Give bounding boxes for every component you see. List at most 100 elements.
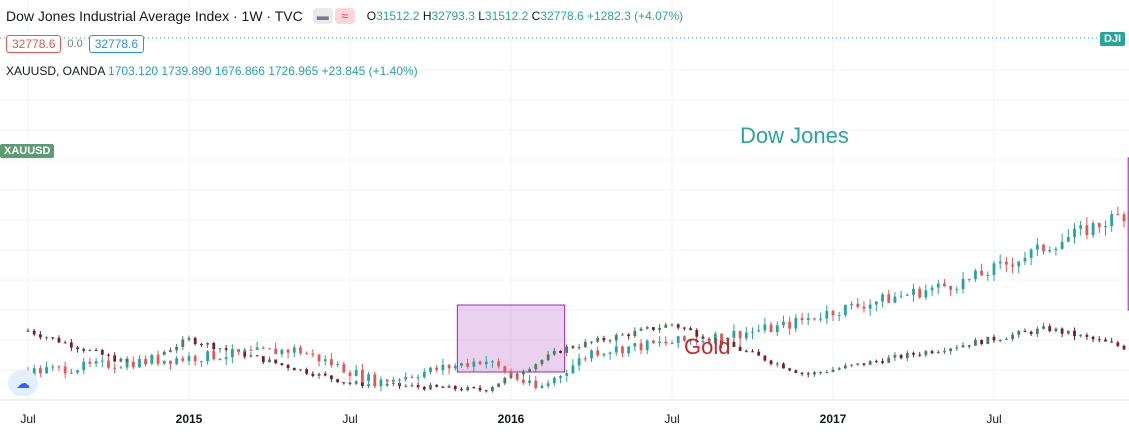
- gold-candle: [225, 345, 228, 352]
- gold-candle: [250, 352, 253, 357]
- gold-candle: [565, 344, 568, 356]
- gold-candle: [200, 343, 203, 347]
- open-label: O: [367, 9, 376, 23]
- dow-candle: [132, 356, 135, 369]
- gold-candle: [999, 339, 1002, 342]
- dow-candle: [367, 372, 370, 387]
- gold-candle: [658, 324, 661, 333]
- dow-candle: [95, 358, 98, 367]
- gold-candle: [875, 360, 878, 364]
- dow-candle: [318, 354, 321, 366]
- gold-candle: [70, 339, 73, 351]
- dow-candle: [330, 353, 333, 367]
- dow-candle: [268, 348, 271, 349]
- dow-candle: [937, 280, 940, 294]
- dow-candle: [887, 290, 890, 303]
- gold-candle: [349, 382, 352, 386]
- dow-candle: [119, 366, 122, 369]
- dow-candle: [621, 345, 624, 357]
- dow-candle: [869, 299, 872, 316]
- gold-candle: [293, 367, 296, 370]
- dow-candle: [1085, 217, 1088, 239]
- xauusd-scale-tag: XAUUSD: [0, 144, 54, 158]
- gold-candle: [101, 349, 104, 355]
- gold-candle: [441, 386, 444, 388]
- gold-candle: [274, 359, 277, 364]
- dow-candle: [763, 318, 766, 333]
- gold-candle: [894, 352, 897, 361]
- dow-candle: [1030, 248, 1033, 265]
- gold-candle: [664, 323, 667, 328]
- dow-candle: [311, 349, 314, 357]
- wave-icon[interactable]: ≈: [335, 8, 355, 24]
- dow-candle: [169, 360, 172, 370]
- gold-candle: [342, 382, 345, 384]
- gold-candle: [602, 336, 605, 343]
- gold-candle: [801, 372, 804, 376]
- dow-candle: [1073, 223, 1076, 243]
- gold-candle: [1092, 336, 1095, 343]
- dow-candle: [386, 379, 389, 382]
- tradingview-logo-icon[interactable]: ☁: [8, 370, 38, 396]
- gold-candle: [1098, 336, 1101, 342]
- gold-candle: [435, 384, 438, 387]
- dow-candle: [45, 362, 48, 374]
- dow-candle: [1042, 244, 1045, 255]
- dow-candle: [900, 291, 903, 299]
- dow-candle: [931, 285, 934, 296]
- dow-candle: [64, 362, 67, 378]
- sell-price-button[interactable]: 32778.6: [6, 35, 61, 53]
- dow-candle: [794, 314, 797, 332]
- dow-candle: [584, 356, 587, 362]
- dow-candle: [219, 358, 222, 360]
- gold-candle: [1024, 328, 1027, 332]
- dow-candle: [528, 375, 531, 386]
- gold-candle: [739, 345, 742, 351]
- buy-price-button[interactable]: 32778.6: [89, 35, 144, 53]
- dow-candle: [627, 346, 630, 356]
- gold-candle: [1116, 341, 1119, 347]
- dow-candle: [243, 349, 246, 353]
- gold-candle: [900, 354, 903, 360]
- dow-candle: [299, 345, 302, 355]
- gold-candle: [671, 324, 674, 327]
- dow-candle: [194, 354, 197, 366]
- dow-candle: [949, 286, 952, 297]
- gold-candle: [578, 344, 581, 350]
- gold-candle: [95, 348, 98, 351]
- dow-candle: [150, 355, 153, 365]
- gold-candle: [76, 346, 79, 353]
- gold-candle: [621, 333, 624, 335]
- eye-icon[interactable]: ▬: [313, 8, 333, 24]
- dow-candle: [231, 344, 234, 363]
- gold-candle: [181, 336, 184, 350]
- x-tick-label: Jul: [20, 412, 35, 426]
- gold-candle: [850, 364, 853, 367]
- dow-candle: [181, 356, 184, 363]
- gold-candle: [751, 349, 754, 352]
- gold-candle: [1123, 345, 1126, 351]
- gold-candle: [466, 385, 469, 391]
- dow-candle: [349, 370, 352, 381]
- open-value: 31512.2: [376, 9, 419, 23]
- gold-candle: [943, 348, 946, 354]
- gold-candle: [219, 348, 222, 353]
- dow-candle: [1055, 247, 1058, 256]
- gold-candle: [646, 326, 649, 330]
- gold-candle: [937, 350, 940, 354]
- dow-candle: [565, 370, 568, 382]
- dow-candle: [113, 363, 116, 373]
- annotation-dow-jones: Dow Jones: [740, 123, 849, 148]
- overlay-legend[interactable]: XAUUSD, OANDA 1703.120 1739.890 1676.866…: [6, 64, 418, 78]
- dow-candle: [39, 365, 42, 377]
- gold-candle: [503, 377, 506, 386]
- gold-candle: [807, 372, 810, 378]
- gold-candle: [119, 357, 122, 362]
- dow-candle: [553, 376, 556, 386]
- gold-candle: [1005, 337, 1008, 340]
- dow-candle: [82, 358, 85, 374]
- dow-candle: [906, 293, 909, 296]
- dow-candle: [1036, 238, 1039, 256]
- gold-candle: [906, 350, 909, 361]
- symbol-title[interactable]: Dow Jones Industrial Average Index · 1W …: [6, 8, 303, 24]
